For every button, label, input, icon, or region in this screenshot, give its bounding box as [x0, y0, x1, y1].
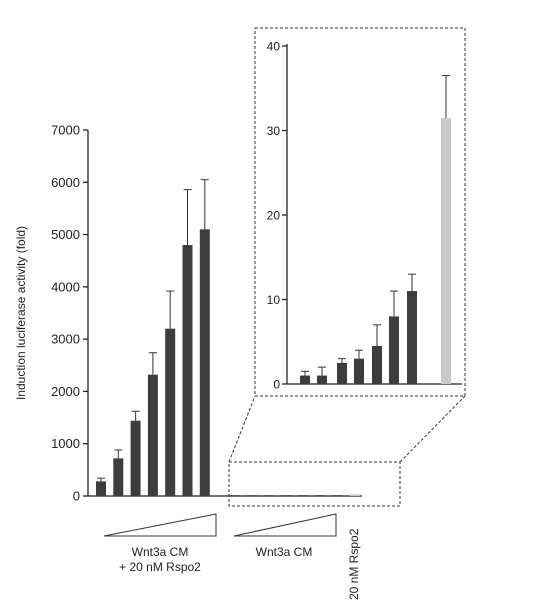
main-bar	[96, 481, 106, 496]
main-bar	[264, 495, 274, 496]
inset-bar	[300, 375, 310, 384]
inset-bars	[300, 75, 451, 384]
main-y-ticks: 0 1000 2000 3000 4000 5000 6000 7000	[51, 123, 88, 504]
main-bar	[230, 495, 240, 496]
main-y-tick-label: 5000	[51, 227, 80, 242]
inset-bar	[389, 316, 399, 384]
zoom-inset-frame	[254, 27, 466, 397]
group-label-wnt3a-rspo2: Wnt3a CM + 20 nM Rspo2	[119, 545, 201, 574]
wedge-group-2	[233, 513, 337, 537]
main-bar	[182, 245, 193, 496]
wedge-group-1	[103, 513, 217, 537]
inset-y-tick-label: 10	[267, 293, 281, 307]
main-y-tick-label: 6000	[51, 175, 80, 190]
inset-bar	[337, 362, 347, 384]
dose-wedges	[103, 513, 337, 537]
inset-bar	[317, 375, 327, 384]
zoom-callout	[228, 27, 466, 507]
inset-y-tick-label: 0	[273, 378, 280, 392]
main-bar	[281, 495, 291, 496]
main-bar-chart: 0 1000 2000 3000 4000 5000 6000 7000 Induction …	[14, 123, 362, 504]
main-y-tick-label: 0	[73, 489, 80, 504]
main-y-tick-label: 3000	[51, 332, 80, 347]
main-bar	[298, 495, 308, 496]
main-bar	[332, 495, 342, 496]
main-bar	[315, 495, 325, 496]
inset-y-tick-label: 20	[267, 209, 281, 223]
main-y-tick-label: 7000	[51, 123, 80, 138]
group-labels: Wnt3a CM + 20 nM Rspo2 Wnt3a CM 20 nM Rsp…	[119, 528, 361, 600]
inset-bar	[407, 291, 417, 384]
group-label-wnt3a: Wnt3a CM	[256, 545, 313, 559]
zoom-connector-left	[228, 395, 256, 463]
main-bar	[147, 374, 158, 496]
inset-y-tick-label: 40	[267, 40, 281, 54]
inset-bar-chart: 0 10 20 30 40	[267, 40, 462, 392]
main-bar	[199, 229, 210, 497]
inset-y-tick-label: 30	[267, 124, 281, 138]
y-axis-label: Induction luciferase activity (fold)	[14, 226, 28, 400]
group-label-line: + 20 nM Rspo2	[119, 560, 201, 574]
main-bar	[130, 420, 141, 496]
main-bar	[247, 495, 257, 496]
group-label-line: Wnt3a CM	[132, 545, 189, 559]
inset-bar	[354, 358, 364, 384]
zoom-connector-right	[399, 395, 466, 463]
main-bar	[165, 328, 176, 496]
main-bars	[96, 179, 360, 497]
main-y-tick-label: 2000	[51, 384, 80, 399]
main-y-tick-label: 1000	[51, 436, 80, 451]
inset-bar	[441, 117, 451, 384]
zoom-source-box	[228, 461, 401, 507]
main-y-tick-label: 4000	[51, 279, 80, 294]
group-label-rspo2: 20 nM Rspo2	[347, 528, 361, 600]
inset-y-ticks: 0 10 20 30 40	[267, 40, 287, 392]
main-bar	[350, 494, 360, 496]
inset-bar	[372, 345, 382, 384]
main-bar	[113, 458, 124, 496]
